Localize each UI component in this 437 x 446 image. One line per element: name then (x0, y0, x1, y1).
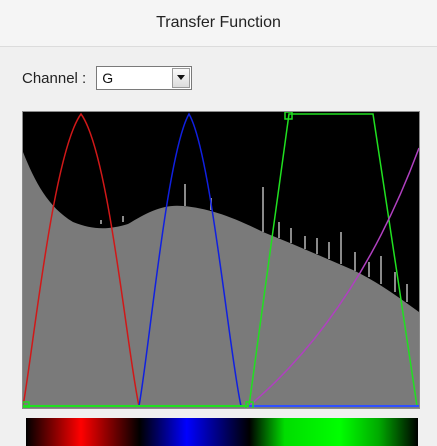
color-preview-bar (22, 418, 420, 446)
magenta-transfer-curve[interactable] (248, 147, 419, 407)
channel-label: Channel : (22, 69, 87, 87)
dropdown-button[interactable] (172, 68, 191, 88)
channel-select[interactable]: G (96, 66, 193, 90)
control-point[interactable] (23, 401, 30, 408)
blue-transfer-curve[interactable] (138, 112, 242, 407)
panel-title: Transfer Function (0, 0, 437, 47)
control-point[interactable] (284, 112, 293, 120)
chevron-down-icon (177, 75, 186, 80)
transfer-function-graph[interactable] (22, 111, 420, 409)
control-point[interactable] (245, 401, 254, 408)
green-transfer-curve[interactable] (248, 113, 418, 407)
channel-row: Channel : G (22, 64, 193, 92)
channel-select-value: G (102, 70, 114, 86)
red-transfer-curve[interactable] (23, 112, 140, 407)
histogram-spikes (100, 184, 408, 302)
color-gradient (26, 418, 418, 446)
histogram (23, 152, 419, 408)
